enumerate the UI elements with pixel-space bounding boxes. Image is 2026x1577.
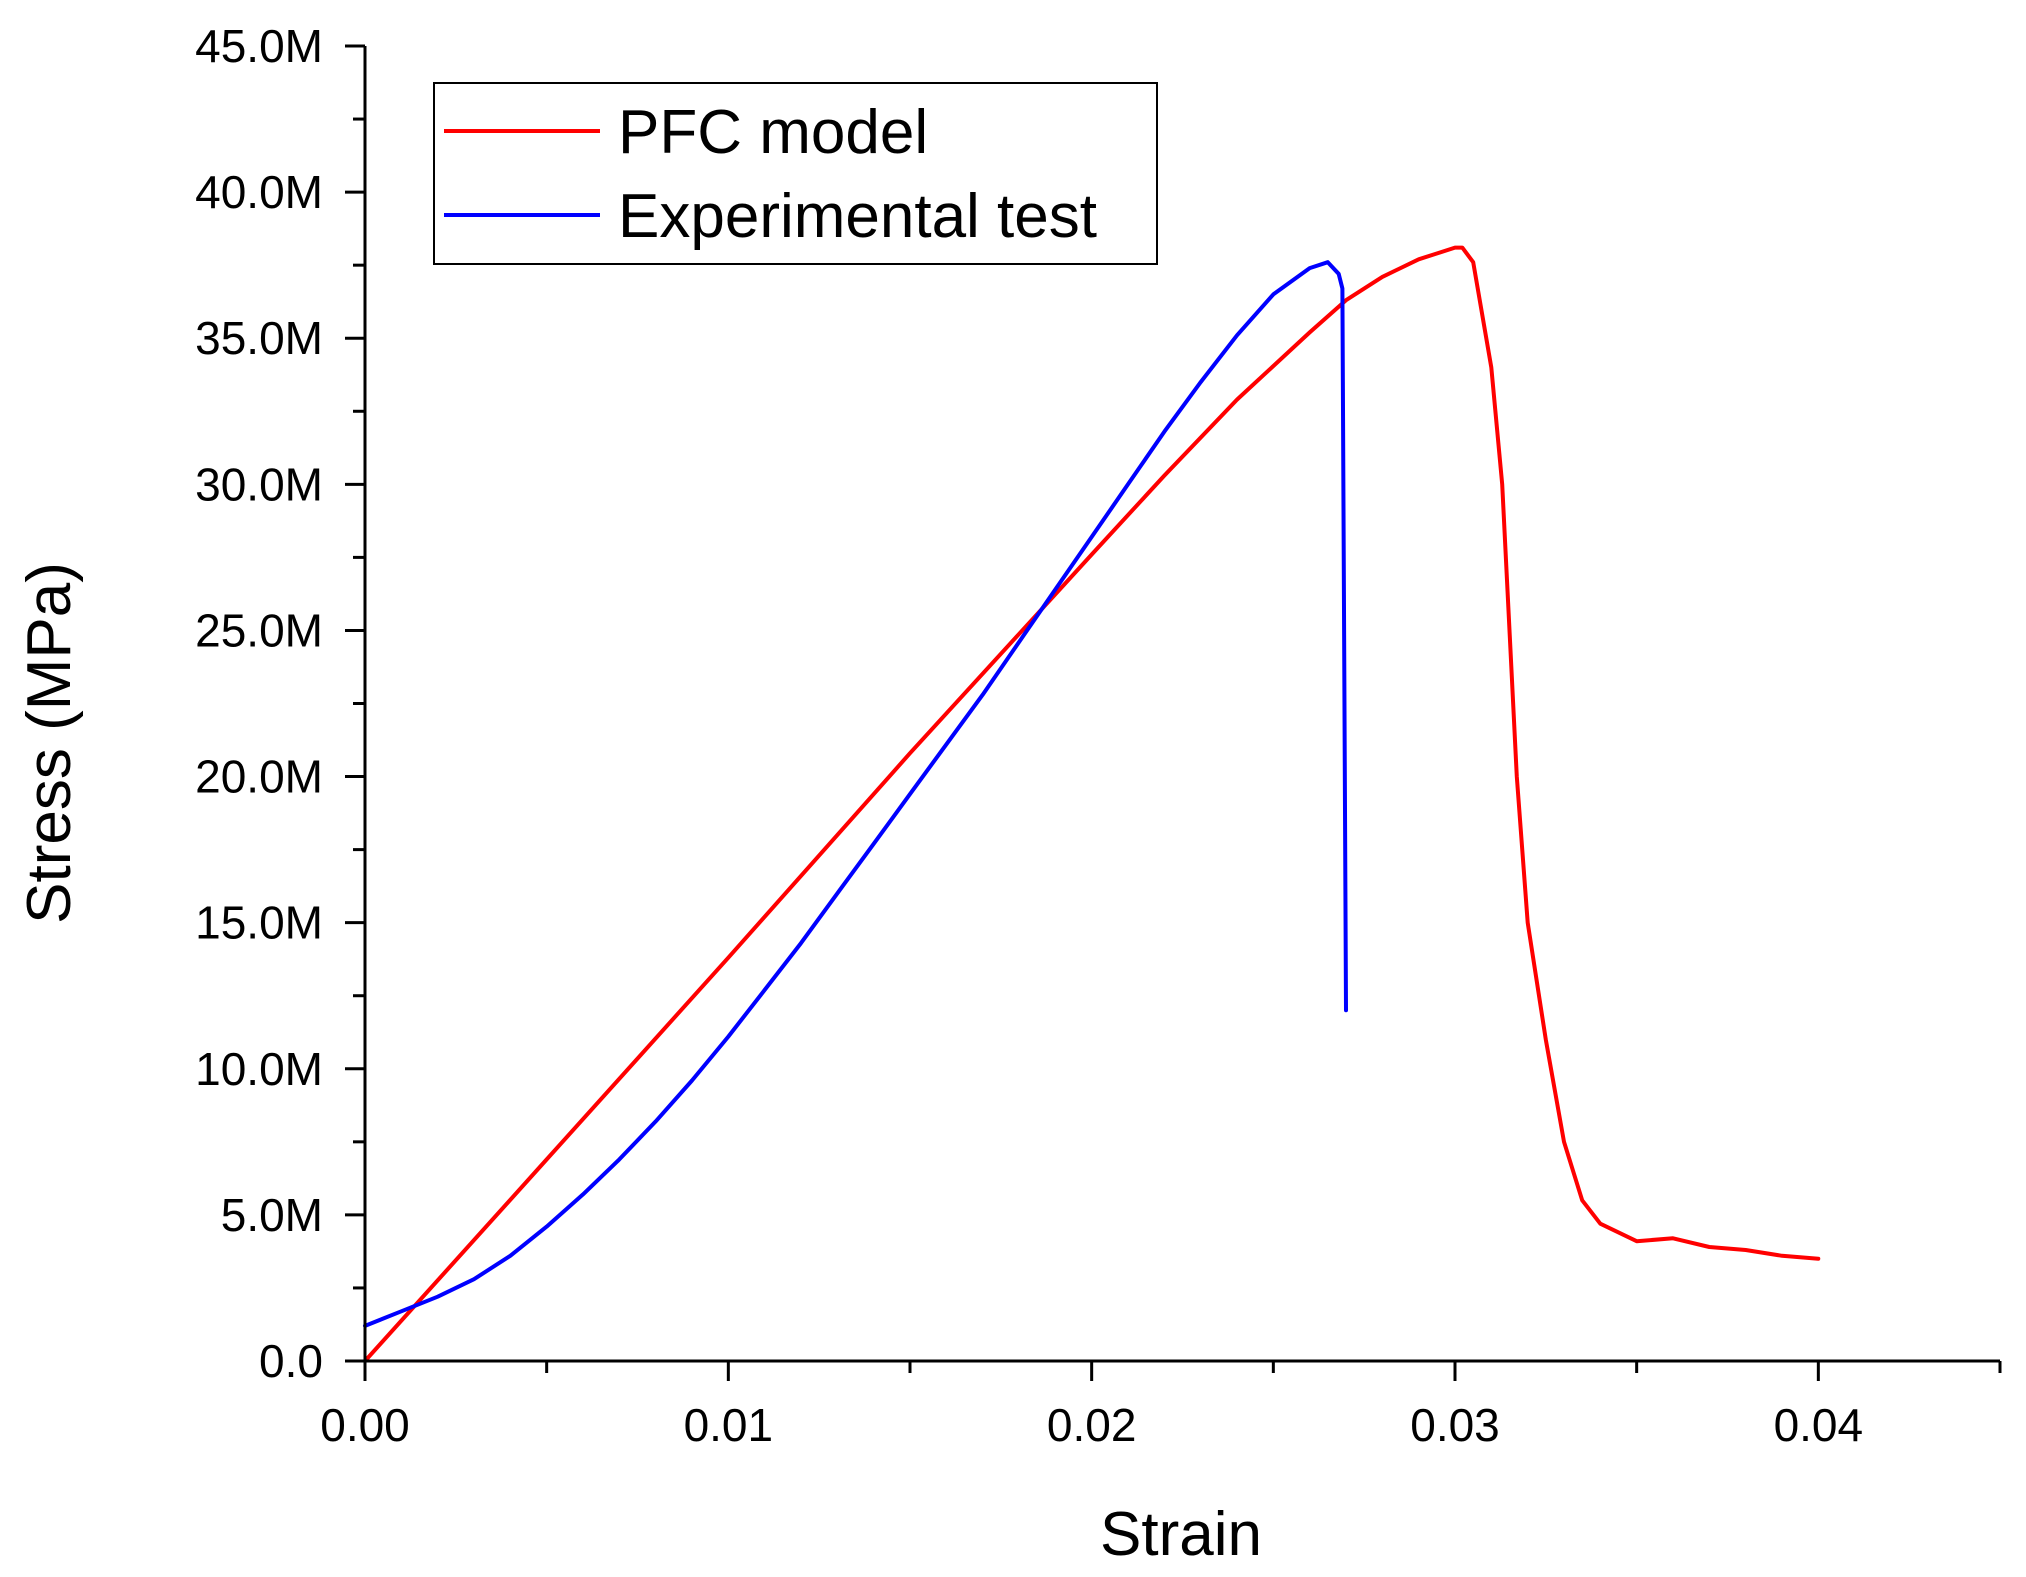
series-line-pfc-model [363, 245, 1821, 1363]
y-tick-label: 15.0M [195, 897, 323, 949]
y-tick-label: 45.0M [195, 20, 323, 72]
y-tick-label: 5.0M [221, 1189, 323, 1241]
x-axis-title: Strain [1100, 1500, 1262, 1569]
series-line-experimental-test [363, 260, 1348, 1328]
x-tick-label: 0.01 [684, 1399, 774, 1451]
series-layer [363, 245, 1821, 1363]
y-tick-label: 30.0M [195, 458, 323, 510]
x-tick-label: 0.00 [320, 1399, 410, 1451]
legend-label-experimental-test: Experimental test [618, 182, 1097, 251]
legend-box [433, 82, 1158, 265]
legend: PFC model Experimental test [433, 82, 1158, 265]
y-tick-label: 20.0M [195, 751, 323, 803]
legend-label-pfc-model: PFC model [618, 98, 928, 167]
y-axis-title: Stress (MPa) [15, 562, 84, 924]
y-tick-label: 0.0 [259, 1335, 323, 1387]
y-tick-label: 40.0M [195, 166, 323, 218]
y-tick-label: 10.0M [195, 1043, 323, 1095]
x-tick-label: 0.04 [1774, 1399, 1864, 1451]
y-tick-label: 25.0M [195, 604, 323, 656]
ticks-layer: 0.00 0.01 0.02 0.03 0.04 0.0 5.0M 10.0M 15.0M 20.… [195, 20, 2002, 1451]
x-tick-label: 0.03 [1410, 1399, 1500, 1451]
x-tick-label: 0.02 [1047, 1399, 1137, 1451]
y-tick-label: 35.0M [195, 312, 323, 364]
